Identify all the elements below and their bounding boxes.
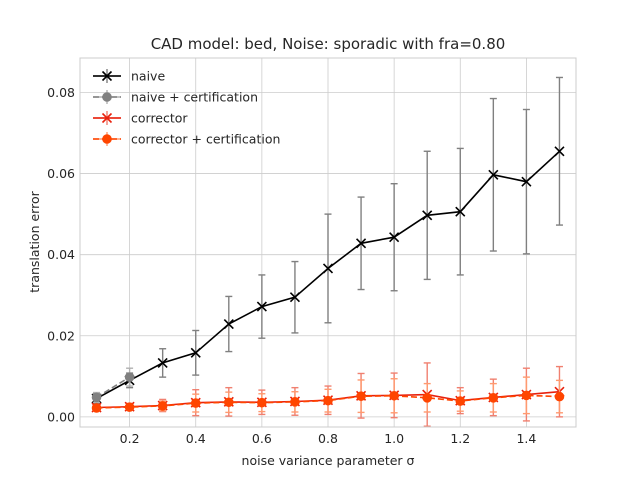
data-point (224, 397, 234, 408)
series-layer (91, 76, 565, 427)
data-point (256, 301, 267, 312)
series-0 (91, 76, 565, 405)
data-point (455, 396, 466, 406)
marker-stroke (223, 318, 234, 330)
x-tick-label: 0.2 (120, 431, 140, 446)
data-point (290, 397, 300, 407)
data-point (422, 210, 433, 221)
data-point (389, 390, 399, 401)
marker-stroke (488, 169, 499, 180)
data-point (521, 176, 532, 187)
legend-marker (101, 112, 113, 124)
marker-stroke (190, 347, 201, 358)
y-tick-label: 0.00 (47, 409, 75, 424)
data-point (521, 390, 532, 401)
y-tick-label: 0.08 (47, 85, 75, 100)
marker-stroke (455, 206, 466, 217)
marker-stroke (422, 210, 433, 221)
x-tick-label: 1.2 (450, 431, 470, 446)
legend-label: naive (131, 69, 165, 84)
marker-stroke (356, 238, 367, 249)
data-point (488, 169, 499, 180)
legend-label: corrector + certification (131, 132, 280, 147)
data-point (488, 393, 499, 403)
data-point (289, 292, 300, 303)
chart-title: CAD model: bed, Noise: sporadic with fra… (151, 35, 506, 53)
y-tick-label: 0.04 (47, 247, 75, 262)
data-point (356, 238, 367, 249)
series-3 (91, 376, 565, 415)
data-point (91, 403, 102, 413)
marker-stroke (322, 263, 334, 274)
series-line (96, 394, 560, 409)
data-point (422, 393, 433, 403)
legend-label: corrector (131, 111, 188, 126)
x-tick-label: 0.8 (318, 431, 338, 446)
legend-item: corrector + certification (93, 132, 280, 147)
x-axis-label: noise variance parameter σ (242, 453, 415, 468)
x-tick-label: 1.4 (516, 431, 536, 446)
tick-labels: 0.2 0.4 0.6 0.8 1.0 1.2 1.4 0.00 0.02 0.04 0.06 0.0… (47, 85, 536, 446)
legend: naive naive + certification corrector corre… (93, 69, 280, 147)
legend-item: naive + certification (93, 90, 258, 105)
data-point (157, 401, 168, 411)
data-point (190, 398, 201, 408)
data-point (389, 232, 400, 243)
plot-frame (79, 57, 577, 428)
data-point (356, 391, 366, 401)
data-point (124, 372, 135, 382)
data-point (190, 347, 201, 358)
legend-label: naive + certification (131, 90, 258, 105)
data-point (157, 357, 168, 368)
legend-item: corrector (93, 111, 188, 126)
marker-stroke (101, 70, 113, 82)
marker-stroke (256, 301, 267, 312)
data-point (257, 397, 267, 408)
series-line (96, 376, 131, 399)
data-point (223, 318, 234, 330)
y-axis-label: translation error (27, 190, 42, 292)
x-tick-label: 1.0 (384, 431, 404, 446)
marker-stroke (389, 232, 400, 243)
marker-stroke (101, 112, 113, 124)
marker-stroke (157, 357, 168, 368)
y-tick-label: 0.06 (47, 166, 75, 181)
marker-stroke (289, 292, 300, 303)
x-tick-label: 0.4 (186, 431, 206, 446)
marker-stroke (554, 146, 565, 157)
marker-stroke (521, 176, 532, 187)
legend-item: naive (93, 69, 165, 84)
legend-marker (102, 134, 112, 144)
data-point (91, 392, 102, 403)
legend-marker (101, 70, 113, 82)
data-point (554, 146, 565, 157)
series-1 (91, 367, 135, 403)
data-point (554, 391, 565, 402)
x-tick-label: 0.6 (252, 431, 272, 446)
data-point (124, 402, 135, 412)
legend-marker (102, 92, 112, 102)
data-point (323, 395, 333, 406)
data-point (455, 206, 466, 217)
data-point (322, 263, 334, 274)
y-tick-label: 0.02 (47, 328, 75, 343)
